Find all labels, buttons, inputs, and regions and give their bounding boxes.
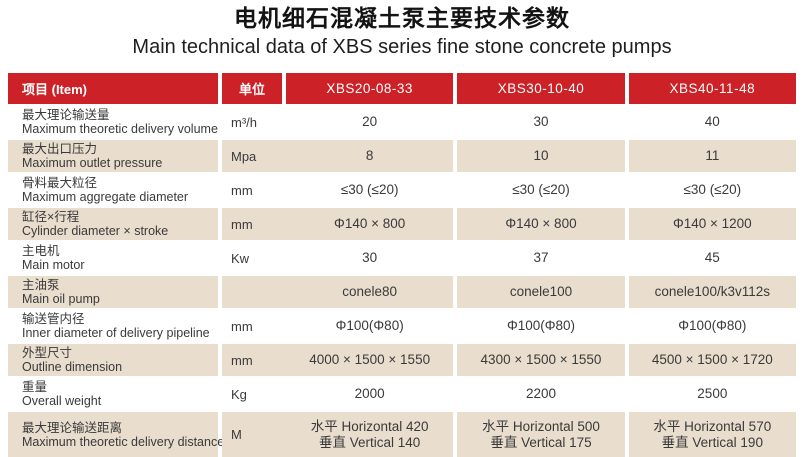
header-cell-item: 项目 (Item) bbox=[8, 73, 218, 104]
row-label-en: Overall weight bbox=[22, 394, 102, 408]
row-label-en: Inner diameter of delivery pipeline bbox=[22, 326, 210, 340]
header-cell-unit: 单位 bbox=[222, 73, 282, 104]
row-value-xbs30: conele100 bbox=[457, 276, 625, 308]
header-cell-model-xbs30: XBS30-10-40 bbox=[457, 73, 625, 104]
row-value-xbs20: 20 bbox=[286, 106, 454, 138]
row-unit: mm bbox=[222, 174, 286, 206]
spec-table: 项目 (Item) 单位 XBS20-08-33 XBS30-10-40 XBS… bbox=[8, 73, 796, 457]
row-unit: Kw bbox=[222, 242, 286, 274]
row-label-zh: 最大理论输送量 bbox=[22, 108, 110, 122]
table-row-delivery-volume: 最大理论输送量 Maximum theoretic delivery volum… bbox=[8, 106, 796, 138]
row-value-xbs20: Φ140 × 800 bbox=[286, 208, 454, 240]
table-row-main-oil-pump: 主油泵 Main oil pump conele80 conele100 con… bbox=[8, 276, 796, 308]
page-title-en: Main technical data of XBS series fine s… bbox=[132, 36, 672, 58]
row-unit: mm bbox=[222, 344, 286, 376]
row-value-xbs20: 4000 × 1500 × 1550 bbox=[286, 344, 454, 376]
table-row-main-motor: 主电机 Main motor Kw 30 37 45 bbox=[8, 242, 796, 274]
row-value-xbs20: ≤30 (≤20) bbox=[286, 174, 454, 206]
row-value-xbs40: 11 bbox=[628, 140, 796, 172]
row-value-xbs20: 水平 Horizontal 420 垂直 Vertical 140 bbox=[286, 412, 454, 457]
row-value-xbs40: Φ140 × 1200 bbox=[628, 208, 796, 240]
table-row-cylinder-stroke: 缸径×行程 Cylinder diameter × stroke mm Φ140… bbox=[8, 208, 796, 240]
row-value-xbs20: conele80 bbox=[286, 276, 454, 308]
row-label-zh: 输送管内径 bbox=[22, 312, 85, 326]
row-label-zh: 重量 bbox=[22, 380, 48, 394]
row-value-xbs40: 4500 × 1500 × 1720 bbox=[628, 344, 796, 376]
row-value-xbs20: 30 bbox=[286, 242, 454, 274]
row-label-en: Outline dimension bbox=[22, 360, 123, 374]
table-row-delivery-distance: 最大理论输送距离 Maximum theoretic delivery dist… bbox=[8, 412, 796, 457]
table-header-row: 项目 (Item) 单位 XBS20-08-33 XBS30-10-40 XBS… bbox=[8, 73, 796, 104]
row-value-xbs30: 30 bbox=[457, 106, 625, 138]
row-unit: mm bbox=[222, 310, 286, 342]
row-value-xbs40: 40 bbox=[628, 106, 796, 138]
row-value-xbs30: Φ100(Φ80) bbox=[457, 310, 625, 342]
table-row-pipeline-diameter: 输送管内径 Inner diameter of delivery pipelin… bbox=[8, 310, 796, 342]
row-value-xbs30: 37 bbox=[457, 242, 625, 274]
row-label-en: Maximum outlet pressure bbox=[22, 156, 163, 170]
row-value-xbs30: ≤30 (≤20) bbox=[457, 174, 625, 206]
row-unit: m³/h bbox=[222, 106, 286, 138]
row-value-xbs30: 10 bbox=[457, 140, 625, 172]
row-unit: Kg bbox=[222, 378, 286, 410]
row-unit: mm bbox=[222, 208, 286, 240]
table-row-overall-weight: 重量 Overall weight Kg 2000 2200 2500 bbox=[8, 378, 796, 410]
row-value-xbs40: Φ100(Φ80) bbox=[628, 310, 796, 342]
row-value-xbs40: conele100/k3v112s bbox=[628, 276, 796, 308]
row-label-zh: 外型尺寸 bbox=[22, 346, 73, 360]
row-value-xbs20: 8 bbox=[286, 140, 454, 172]
table-row-outlet-pressure: 最大出口压力 Maximum outlet pressure Mpa 8 10 … bbox=[8, 140, 796, 172]
row-value-xbs20: 2000 bbox=[286, 378, 454, 410]
row-unit: M bbox=[222, 412, 286, 457]
row-label-zh: 最大理论输送距离 bbox=[22, 420, 123, 435]
row-label-zh: 主油泵 bbox=[22, 278, 60, 292]
row-value-xbs30: Φ140 × 800 bbox=[457, 208, 625, 240]
header-cell-model-xbs40: XBS40-11-48 bbox=[628, 73, 796, 104]
row-label-zh: 缸径×行程 bbox=[22, 210, 80, 224]
table-row-outline-dimension: 外型尺寸 Outline dimension mm 4000 × 1500 × … bbox=[8, 344, 796, 376]
row-label-en: Main oil pump bbox=[22, 292, 100, 306]
row-unit bbox=[222, 276, 286, 308]
page-titles: 电机细石混凝土泵主要技术参数 Main technical data of XB… bbox=[0, 4, 804, 60]
row-label-en: Maximum theoretic delivery distance bbox=[22, 434, 225, 449]
row-label-en: Cylinder diameter × stroke bbox=[22, 224, 169, 238]
row-label-zh: 主电机 bbox=[22, 244, 60, 258]
header-cell-model-xbs20: XBS20-08-33 bbox=[286, 73, 454, 104]
row-label-zh: 最大出口压力 bbox=[22, 142, 98, 156]
table-row-aggregate-diameter: 骨料最大粒径 Maximum aggregate diameter mm ≤30… bbox=[8, 174, 796, 206]
page-title-zh: 电机细石混凝土泵主要技术参数 bbox=[234, 5, 570, 31]
row-label-zh: 骨料最大粒径 bbox=[22, 176, 98, 190]
row-label-en: Maximum aggregate diameter bbox=[22, 190, 189, 204]
row-unit: Mpa bbox=[222, 140, 286, 172]
row-value-xbs30: 2200 bbox=[457, 378, 625, 410]
row-value-xbs30: 水平 Horizontal 500 垂直 Vertical 175 bbox=[457, 412, 625, 457]
row-value-xbs40: 45 bbox=[628, 242, 796, 274]
row-value-xbs40: 水平 Horizontal 570 垂直 Vertical 190 bbox=[628, 412, 796, 457]
row-value-xbs40: 2500 bbox=[628, 378, 796, 410]
row-value-xbs30: 4300 × 1500 × 1550 bbox=[457, 344, 625, 376]
row-label-en: Main motor bbox=[22, 258, 85, 272]
row-label-en: Maximum theoretic delivery volume bbox=[22, 122, 218, 136]
row-value-xbs20: Φ100(Φ80) bbox=[286, 310, 454, 342]
row-value-xbs40: ≤30 (≤20) bbox=[628, 174, 796, 206]
